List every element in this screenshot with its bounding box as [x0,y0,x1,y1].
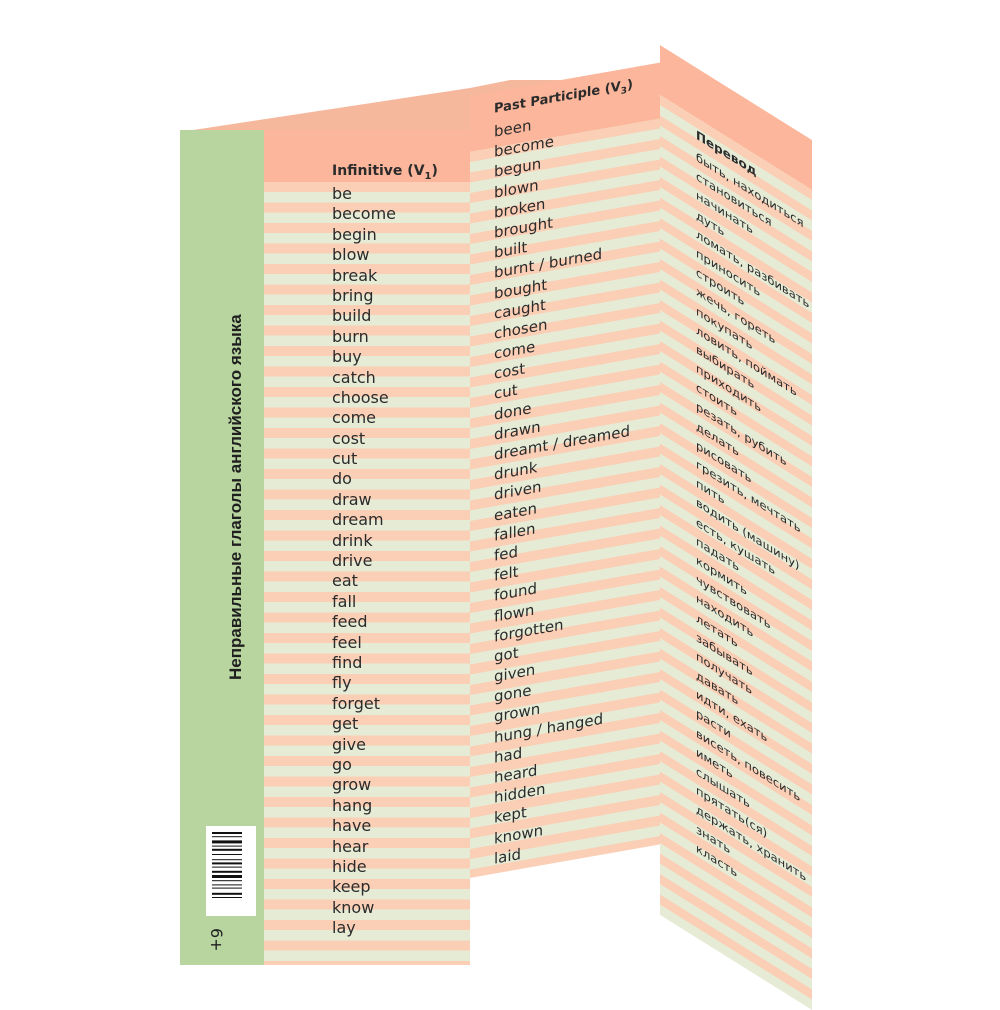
list-item: eat [332,571,358,591]
list-item: be [332,184,352,203]
list-item: become [332,204,397,224]
barcode-icon [212,832,242,898]
infinitive-header-bg [264,130,470,182]
list-item: come [332,408,377,428]
list-item: fly [332,673,352,693]
list-item: dream [332,510,384,530]
list-item: burn [332,326,369,346]
list-item: fall [332,591,357,611]
translation-panel: Перевод быть, находиться становиться начин… [660,45,812,1010]
spine [180,130,264,965]
list-item: cost [332,428,366,448]
list-item: draw [332,489,372,509]
list-item: grow [332,775,372,795]
list-item: hide [332,856,367,876]
list-item: buy [332,347,362,367]
list-item: feed [332,612,368,632]
infinitive-panel: Infinitive (V1) be become begin blow break br… [264,130,470,965]
translation-list: быть, находиться становиться начинать дуть л… [696,147,809,928]
list-item: have [332,816,372,836]
list-item: feel [332,632,362,652]
list-item: catch [332,367,376,387]
list-item: begin [332,224,377,244]
spine-title: Неправильные глаголы английского языка [226,314,245,680]
list-item: keep [332,877,371,897]
infinitive-list: be become begin blow break bring build burn buy c… [332,184,396,938]
list-item: drive [332,551,373,571]
list-item: do [332,469,352,489]
barcode [206,826,256,916]
infinitive-stripes [264,182,470,965]
list-item: blow [332,245,370,265]
list-item: hang [332,795,373,815]
list-item: know [332,897,375,917]
age-badge-wrap: 6+ [206,928,228,956]
infinitive-header: Infinitive (V1) [332,163,438,182]
past-participle-panel: Past Participle (V3) been become begun blow… [470,62,660,879]
list-item: forget [332,693,380,713]
list-item: hear [332,836,369,856]
past-participle-list: been become begun blown broken brought built bu… [494,98,630,869]
list-item: go [332,754,352,774]
list-item: break [332,265,378,285]
list-item: cut [332,449,358,469]
list-item: build [332,306,372,326]
list-item: get [332,714,359,734]
list-item: drink [332,530,373,550]
list-item: give [332,734,366,754]
list-item: find [332,652,363,672]
list-item: choose [332,387,389,407]
list-item: lay [332,918,356,938]
list-item: bring [332,285,374,305]
age-badge: 6+ [207,928,226,952]
